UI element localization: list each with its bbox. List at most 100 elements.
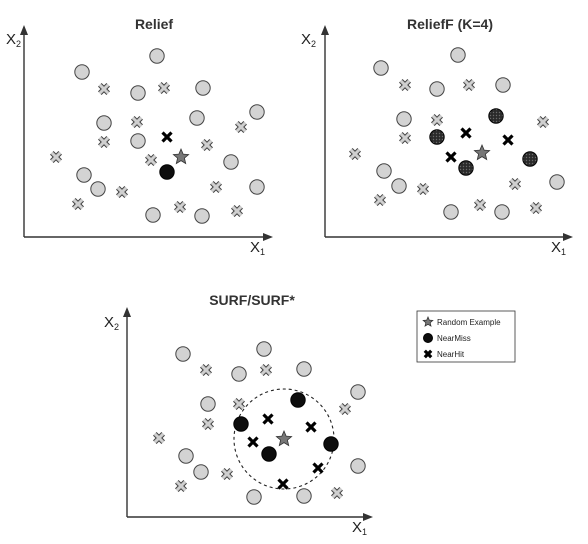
gray-cross-marker bbox=[349, 148, 361, 160]
gray-cross-marker bbox=[50, 151, 62, 163]
near-hit-marker bbox=[305, 421, 317, 433]
gray-cross-marker bbox=[231, 205, 243, 217]
gray-circle-marker bbox=[249, 179, 265, 195]
panel-title: Relief bbox=[135, 16, 173, 32]
gray-cross-marker bbox=[374, 194, 386, 206]
gray-cross-marker bbox=[399, 132, 411, 144]
gray-cross-marker bbox=[98, 136, 110, 148]
gray-circle-marker bbox=[175, 346, 191, 362]
gray-cross-marker bbox=[145, 154, 157, 166]
gray-cross-marker bbox=[202, 418, 214, 430]
gray-circle-marker bbox=[396, 111, 412, 127]
x-axis-label: X1 bbox=[250, 239, 265, 257]
gray-cross-marker bbox=[235, 121, 247, 133]
y-axis-label: X2 bbox=[104, 314, 119, 332]
gray-circle-marker bbox=[373, 60, 389, 76]
gray-circle-marker bbox=[195, 80, 211, 96]
near-miss-marker bbox=[290, 392, 306, 408]
legend-box bbox=[416, 310, 516, 363]
x-axis-arrow bbox=[563, 233, 573, 241]
gray-circle-marker bbox=[296, 361, 312, 377]
legend-label-nearmiss: NearMiss bbox=[437, 334, 471, 343]
near-hit-marker bbox=[312, 462, 324, 474]
gray-circle-marker bbox=[256, 341, 272, 357]
y-axis-label: X2 bbox=[6, 31, 21, 49]
gray-circle-marker bbox=[194, 208, 210, 224]
y-axis-arrow bbox=[20, 25, 28, 35]
gray-cross-marker bbox=[158, 82, 170, 94]
gray-circle-marker bbox=[350, 384, 366, 400]
gray-circle-marker bbox=[130, 133, 146, 149]
near-miss-marker bbox=[323, 436, 339, 452]
gray-circle-marker bbox=[200, 396, 216, 412]
gray-cross-marker bbox=[463, 79, 475, 91]
gray-cross-marker bbox=[201, 139, 213, 151]
gray-cross-marker bbox=[116, 186, 128, 198]
near-hit-marker bbox=[161, 131, 173, 143]
gray-cross-marker bbox=[221, 468, 233, 480]
legend: Random Example NearMiss NearHit bbox=[416, 310, 516, 363]
gray-circle-marker bbox=[450, 47, 466, 63]
gray-circle-marker bbox=[130, 85, 146, 101]
random-example-star bbox=[473, 143, 491, 161]
gray-cross-marker bbox=[98, 83, 110, 95]
gray-cross-marker bbox=[417, 183, 429, 195]
panel-title: ReliefF (K=4) bbox=[407, 16, 493, 32]
gray-circle-marker bbox=[391, 178, 407, 194]
random-example-star bbox=[172, 147, 190, 165]
near-miss-marker bbox=[429, 129, 445, 145]
points-group bbox=[153, 341, 366, 505]
random-example-star bbox=[275, 429, 293, 447]
panel-relief: Relief X2 X1 bbox=[6, 16, 273, 257]
legend-label-nearhit: NearHit bbox=[437, 350, 465, 359]
near-hit-marker bbox=[247, 436, 259, 448]
near-miss-marker bbox=[488, 108, 504, 124]
x-axis-arrow bbox=[363, 513, 373, 521]
near-miss-marker bbox=[233, 416, 249, 432]
gray-cross-marker bbox=[260, 364, 272, 376]
y-axis-label: X2 bbox=[301, 31, 316, 49]
gray-circle-marker bbox=[76, 167, 92, 183]
near-miss-marker bbox=[159, 164, 175, 180]
near-hit-marker bbox=[460, 127, 472, 139]
gray-circle-marker bbox=[223, 154, 239, 170]
gray-circle-marker bbox=[193, 464, 209, 480]
y-axis-arrow bbox=[123, 307, 131, 317]
points-group bbox=[349, 47, 565, 220]
near-miss-marker bbox=[458, 160, 474, 176]
gray-cross-marker bbox=[537, 116, 549, 128]
gray-cross-marker bbox=[233, 398, 245, 410]
points-group bbox=[50, 48, 265, 224]
near-hit-marker bbox=[502, 134, 514, 146]
near-hit-marker bbox=[277, 478, 289, 490]
y-axis-arrow bbox=[321, 25, 329, 35]
gray-cross-marker bbox=[174, 201, 186, 213]
gray-cross-marker bbox=[331, 487, 343, 499]
near-miss-marker bbox=[522, 151, 538, 167]
gray-cross-marker bbox=[339, 403, 351, 415]
gray-circle-marker bbox=[443, 204, 459, 220]
gray-circle-marker bbox=[350, 458, 366, 474]
gray-cross-marker bbox=[431, 114, 443, 126]
gray-circle-marker bbox=[249, 104, 265, 120]
gray-cross-marker bbox=[131, 116, 143, 128]
x-axis-label: X1 bbox=[352, 519, 367, 537]
gray-circle-marker bbox=[178, 448, 194, 464]
gray-circle-marker bbox=[189, 110, 205, 126]
near-hit-marker bbox=[445, 151, 457, 163]
gray-cross-marker bbox=[175, 480, 187, 492]
random-example-star bbox=[422, 315, 434, 327]
legend-label-random-example: Random Example bbox=[437, 318, 501, 327]
near-miss-marker bbox=[261, 446, 277, 462]
x-axis-arrow bbox=[263, 233, 273, 241]
panel-relieff: ReliefF (K=4) X2 X1 bbox=[301, 16, 573, 257]
gray-circle-marker bbox=[376, 163, 392, 179]
gray-circle-marker bbox=[145, 207, 161, 223]
near-hit-marker bbox=[423, 349, 433, 359]
near-miss-marker bbox=[423, 333, 433, 343]
gray-cross-marker bbox=[200, 364, 212, 376]
legend-icons bbox=[422, 315, 434, 359]
gray-cross-marker bbox=[210, 181, 222, 193]
gray-circle-marker bbox=[429, 81, 445, 97]
